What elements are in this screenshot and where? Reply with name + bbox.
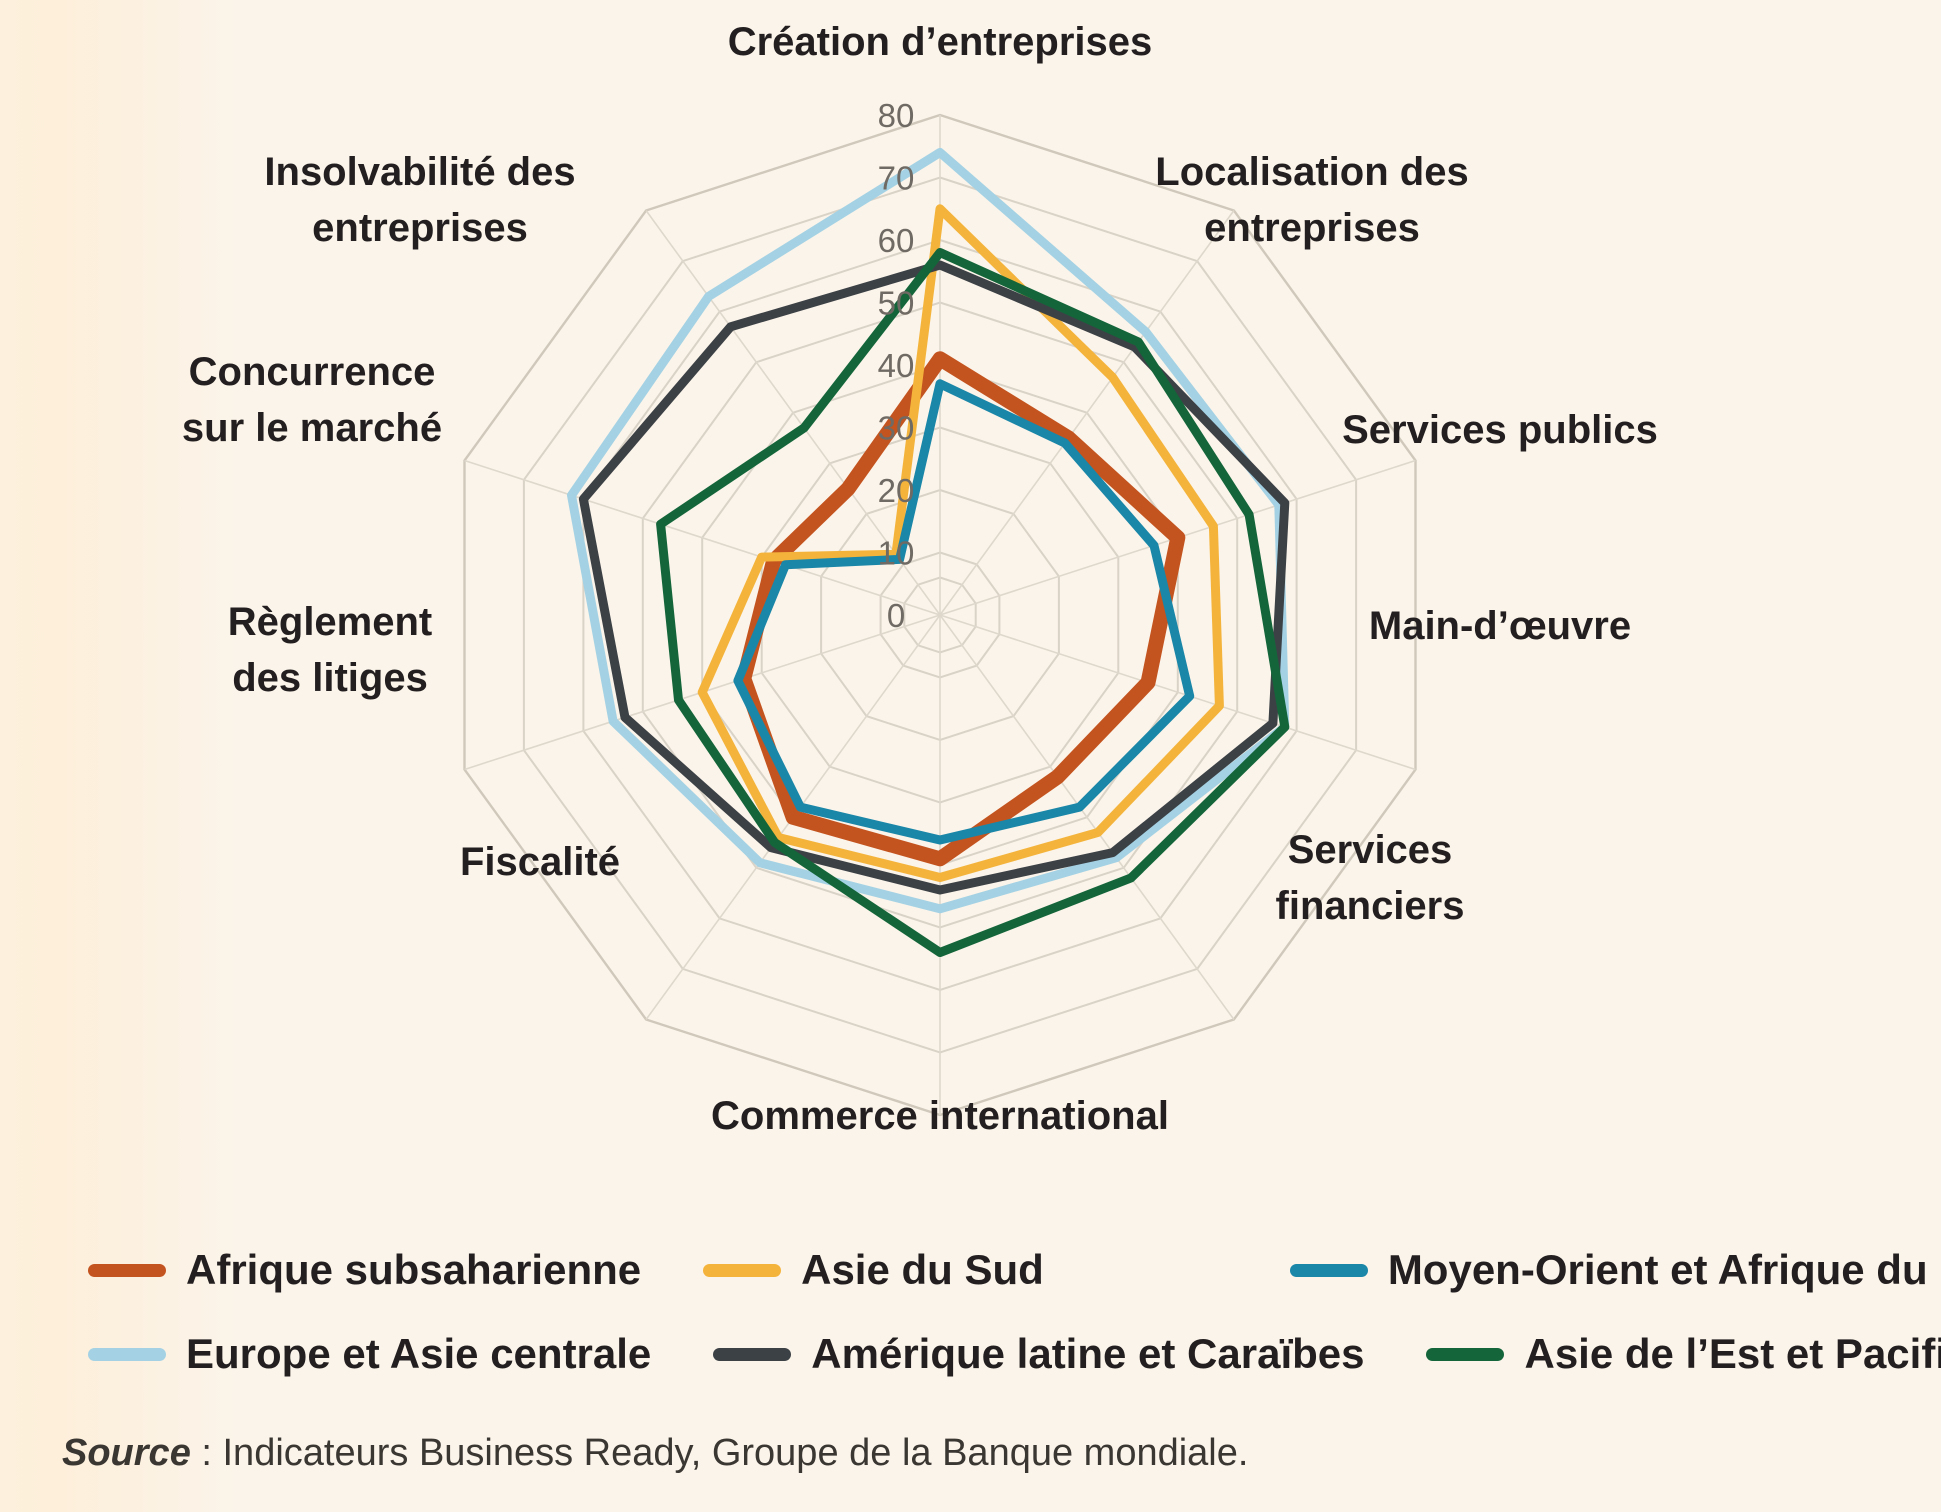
axis-label-3: Main-d’œuvre bbox=[1369, 604, 1631, 648]
legend-swatch-0 bbox=[88, 1263, 166, 1277]
source-note: Source : Indicateurs Business Ready, Gro… bbox=[62, 1432, 1248, 1475]
axis-label-2: Services publics bbox=[1342, 408, 1658, 452]
legend-item-1[interactable]: Asie du Sud bbox=[703, 1246, 1044, 1294]
axis-label-1-line-1: entreprises bbox=[1204, 206, 1420, 250]
legend-item-4[interactable]: Amérique latine et Caraïbes bbox=[713, 1330, 1364, 1378]
tick-label-60: 60 bbox=[878, 222, 915, 259]
axis-label-7-line-0: Règlement bbox=[228, 600, 433, 644]
legend-label-1: Asie du Sud bbox=[801, 1246, 1044, 1293]
axis-label-4-line-1: financiers bbox=[1276, 884, 1465, 928]
axis-label-7-line-1: des litiges bbox=[232, 656, 428, 700]
axis-label-1-line-0: Localisation des bbox=[1155, 150, 1468, 194]
legend-label-5: Asie de l’Est et Pacifique bbox=[1524, 1330, 1941, 1377]
legend-swatch-3 bbox=[88, 1347, 166, 1361]
source-text: : Indicateurs Business Ready, Groupe de … bbox=[190, 1432, 1249, 1474]
radar-chart: 0 10 20 30 40 50 60 70 80 Création d’entreprises L… bbox=[182, 20, 1658, 1138]
axis-label-4-line-0: Services bbox=[1288, 828, 1453, 872]
series-line-1 bbox=[697, 204, 1224, 882]
legend-row-2: Europe et Asie centrale Amérique latine … bbox=[0, 1312, 1941, 1396]
legend-label-3: Europe et Asie centrale bbox=[186, 1330, 652, 1377]
axis-spoke-3 bbox=[939, 614, 1416, 771]
legend-swatch-4 bbox=[713, 1347, 792, 1361]
series-line-2 bbox=[733, 379, 1195, 845]
legend-item-0[interactable]: Afrique subsaharienne bbox=[88, 1246, 641, 1294]
legend-item-5[interactable]: Asie de l’Est et Pacifique bbox=[1426, 1330, 1941, 1378]
axis-label-6: Fiscalité bbox=[460, 840, 620, 884]
axis-spoke-4 bbox=[939, 614, 1235, 1020]
legend-item-3[interactable]: Europe et Asie centrale bbox=[88, 1330, 651, 1378]
source-prefix: Source bbox=[62, 1432, 191, 1474]
axis-label-8-line-1: sur le marché bbox=[182, 406, 442, 450]
legend-row-1: Afrique subsaharienne Asie du Sud Moyen-… bbox=[0, 1228, 1941, 1312]
chart-legend: Afrique subsaharienne Asie du Sud Moyen-… bbox=[0, 1228, 1941, 1418]
legend-item-2[interactable]: Moyen-Orient et Afrique du Nord bbox=[1289, 1246, 1941, 1294]
series-line-4 bbox=[578, 260, 1290, 895]
tick-label-40: 40 bbox=[878, 347, 915, 384]
axis-label-5: Commerce international bbox=[711, 1094, 1169, 1138]
tick-label-10: 10 bbox=[878, 535, 915, 572]
tick-label-0: 0 bbox=[887, 597, 905, 634]
radar-chart-canvas: 0 10 20 30 40 50 60 70 80 Création d’entreprises L… bbox=[182, 20, 1658, 1138]
tick-label-20: 20 bbox=[878, 472, 915, 509]
axis-spoke-8 bbox=[464, 459, 941, 616]
axis-label-9-line-1: entreprises bbox=[312, 206, 528, 250]
tick-label-50: 50 bbox=[878, 285, 915, 322]
series-line-0 bbox=[736, 351, 1186, 867]
legend-label-0: Afrique subsaharienne bbox=[186, 1246, 642, 1293]
axis-label-0: Création d’entreprises bbox=[728, 20, 1153, 64]
legend-label-2: Moyen-Orient et Afrique du Nord bbox=[1387, 1246, 1941, 1293]
axis-spoke-1 bbox=[939, 210, 1235, 616]
axis-label-8-line-0: Concurrence bbox=[189, 350, 436, 394]
tick-label-70: 70 bbox=[878, 160, 915, 197]
legend-swatch-1 bbox=[703, 1263, 782, 1277]
legend-swatch-5 bbox=[1426, 1347, 1505, 1361]
legend-label-4: Amérique latine et Caraïbes bbox=[811, 1330, 1365, 1377]
tick-label-30: 30 bbox=[878, 410, 915, 447]
series-line-5 bbox=[656, 248, 1290, 957]
axis-spoke-9 bbox=[645, 210, 941, 616]
axis-label-9-line-0: Insolvabilité des bbox=[264, 150, 575, 194]
tick-label-80: 80 bbox=[878, 97, 915, 134]
legend-swatch-2 bbox=[1289, 1263, 1368, 1277]
